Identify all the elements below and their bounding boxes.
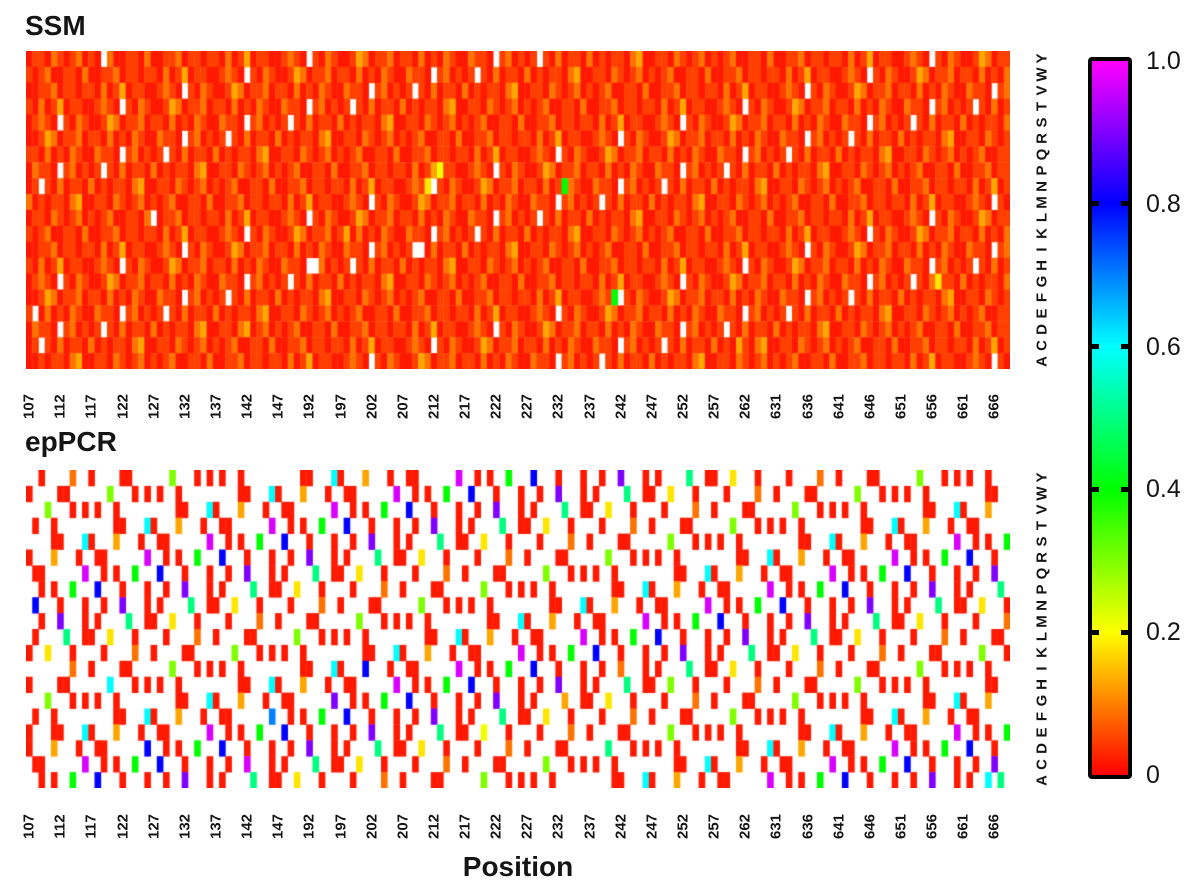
x-tick-label: 197 (332, 813, 349, 839)
colorbar-tick-label: 0.4 (1146, 475, 1181, 504)
x-tick-label: 137 (207, 813, 225, 839)
x-tick-label: 197 (332, 393, 349, 419)
x-tick-label: 192 (300, 813, 318, 839)
x-tick-label: 207 (394, 393, 412, 419)
eppcr-panel-title: epPCR (25, 426, 117, 457)
x-tick-label: 112 (51, 813, 69, 839)
colorbar-tick-mark (1092, 486, 1099, 492)
x-tick-label: 646 (861, 393, 879, 419)
x-tick-label: 262 (736, 813, 754, 839)
x-tick-label: 232 (549, 813, 567, 839)
ssm-heatmap (26, 51, 1010, 369)
amino-acid-label: A (1033, 355, 1051, 367)
colorbar-tick-mark (1121, 629, 1128, 635)
x-tick-label: 242 (612, 393, 630, 419)
x-tick-label: 646 (861, 813, 879, 839)
x-tick-label: 247 (643, 393, 661, 419)
colorbar-tick-mark (1092, 344, 1099, 350)
x-tick-label: 262 (736, 393, 754, 419)
x-axis-title: Position (462, 851, 574, 882)
x-tick-label: 142 (238, 813, 256, 839)
x-tick-label: 227 (518, 393, 536, 419)
x-tick-label: 661 (954, 393, 972, 419)
eppcr-heatmap (26, 470, 1010, 788)
x-tick-label: 252 (674, 393, 692, 419)
x-tick-label: 252 (674, 813, 692, 839)
x-tick-label: 227 (518, 813, 536, 839)
x-tick-label: 641 (830, 813, 848, 839)
x-tick-label: 222 (487, 813, 505, 839)
x-tick-label: 247 (643, 813, 661, 839)
colorbar (1088, 57, 1132, 779)
x-tick-label: 651 (892, 813, 910, 839)
x-tick-label: 142 (238, 393, 256, 419)
x-tick-label: 217 (456, 393, 474, 419)
colorbar-tick-mark (1121, 201, 1128, 207)
x-tick-label: 237 (581, 813, 599, 839)
colorbar-tick-label: 1.0 (1146, 47, 1181, 75)
x-tick-label: 636 (799, 813, 817, 839)
x-tick-label: 122 (114, 813, 132, 839)
x-tick-label: 212 (425, 813, 443, 839)
colorbar-tick-label: 0 (1146, 761, 1160, 789)
colorbar-tick-mark (1092, 201, 1099, 207)
x-tick-label: 147 (269, 813, 287, 839)
x-tick-label: 202 (363, 393, 381, 419)
colorbar-tick-label: 0.6 (1146, 332, 1181, 361)
colorbar-tick-mark (1121, 486, 1128, 492)
x-tick-label: 257 (705, 813, 723, 839)
x-tick-label: 257 (705, 393, 723, 419)
x-tick-label: 212 (425, 393, 443, 419)
x-tick-label: 117 (82, 813, 100, 839)
x-tick-label: 222 (487, 393, 505, 419)
x-tick-label: 661 (954, 813, 972, 839)
ssm-panel-title: SSM (25, 10, 86, 41)
colorbar-tick-label: 0.2 (1146, 618, 1181, 647)
colorbar-tick-label: 0.8 (1146, 189, 1181, 218)
x-tick-label: 192 (300, 393, 318, 419)
x-tick-label: 631 (767, 393, 785, 419)
x-tick-label: 666 (985, 813, 1003, 839)
x-tick-label: 202 (363, 813, 381, 839)
x-tick-label: 651 (892, 393, 910, 419)
x-tick-label: 656 (923, 393, 941, 419)
colorbar-gradient (1092, 61, 1128, 775)
amino-acid-label: A (1033, 774, 1051, 786)
colorbar-tick-mark (1092, 629, 1099, 635)
x-tick-label: 132 (176, 393, 194, 419)
x-tick-label: 147 (269, 393, 287, 419)
x-tick-label: 641 (830, 393, 848, 419)
x-tick-label: 207 (394, 813, 412, 839)
x-tick-label: 232 (549, 393, 567, 419)
x-tick-label: 217 (456, 813, 474, 839)
x-tick-label: 127 (145, 393, 163, 419)
colorbar-tick-mark (1121, 344, 1128, 350)
x-tick-label: 127 (145, 813, 163, 839)
x-tick-label: 137 (207, 393, 225, 419)
x-tick-label: 242 (612, 813, 630, 839)
x-tick-label: 666 (985, 393, 1003, 419)
x-tick-label: 656 (923, 813, 941, 839)
x-tick-label: 631 (767, 813, 785, 839)
x-tick-label: 132 (176, 813, 194, 839)
x-tick-label: 107 (20, 813, 38, 839)
x-tick-label: 636 (799, 393, 817, 419)
x-tick-label: 237 (581, 393, 599, 419)
